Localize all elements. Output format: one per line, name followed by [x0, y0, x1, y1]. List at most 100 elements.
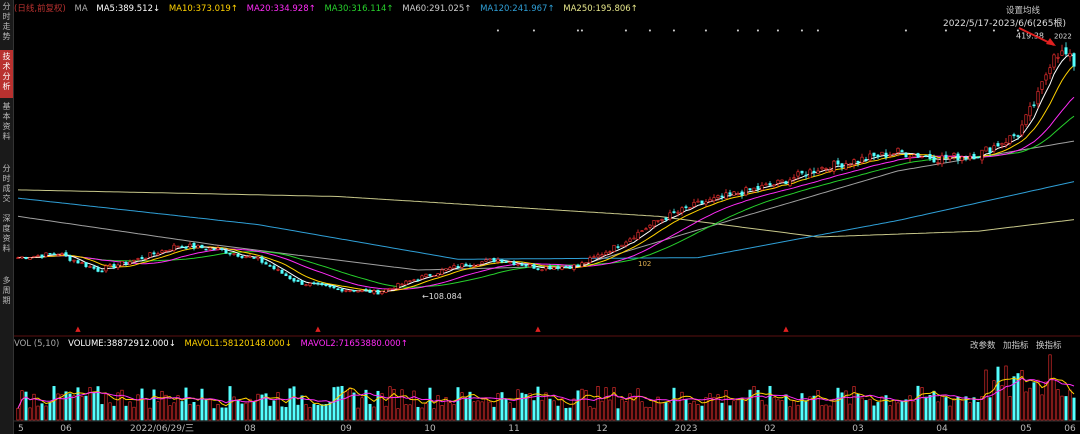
- volume-bar: [660, 402, 664, 421]
- volume-bar: [116, 392, 120, 421]
- candle-body: [288, 275, 292, 280]
- candle-body: [952, 152, 956, 156]
- volume-bar: [88, 387, 92, 421]
- ma30-line: [17, 115, 1075, 288]
- volume-bar: [1060, 395, 1064, 421]
- candle-body: [904, 153, 908, 158]
- candle-body: [140, 257, 144, 260]
- volume-bar: [832, 398, 836, 421]
- add-indicator-button[interactable]: 加指标: [1003, 341, 1029, 351]
- volume-bar: [128, 401, 132, 421]
- x-axis-label: 08: [244, 424, 256, 434]
- volume-bar: [364, 389, 368, 421]
- candle-body: [820, 167, 824, 170]
- candle-body: [56, 254, 60, 256]
- candle-body: [996, 143, 1000, 147]
- volume-bar: [920, 387, 924, 421]
- volume-bar: [208, 399, 212, 421]
- volume-bar: [432, 408, 436, 421]
- volume-bar: [416, 406, 420, 421]
- ma20-value: MA20:334.928↑: [246, 4, 316, 14]
- volume-bar: [704, 397, 708, 421]
- candle-body: [1000, 143, 1004, 146]
- volume-bar: [56, 393, 60, 421]
- candle-body: [516, 263, 520, 266]
- volume-bar: [740, 398, 744, 421]
- volume-bar: [72, 395, 76, 421]
- event-marker: •: [672, 27, 676, 35]
- candle-body: [100, 270, 104, 273]
- candle-body: [116, 264, 120, 269]
- volume-bar: [60, 394, 64, 421]
- candle-body: [200, 244, 204, 249]
- candle-body: [344, 290, 348, 292]
- sidebar-tab-3[interactable]: 分时成交: [2, 164, 11, 203]
- candle-body: [76, 260, 80, 264]
- candle-body: [724, 192, 728, 199]
- event-marker: •: [580, 27, 584, 35]
- sidebar-tab-1[interactable]: 技术分析: [0, 50, 13, 98]
- candle-body: [20, 256, 24, 259]
- sidebar-tab-0[interactable]: 分时走势: [2, 2, 11, 41]
- volume-bar: [840, 392, 844, 421]
- candle-body: [784, 181, 788, 185]
- candle-body: [416, 279, 420, 282]
- candle-body: [408, 280, 412, 283]
- volume-legend: VOL (5,10) VOLUME:38872912.000↓ MAVOL1:5…: [14, 339, 414, 349]
- candle-body: [256, 256, 260, 260]
- candle-body: [888, 154, 892, 157]
- volume-bar: [604, 387, 608, 421]
- candle-body: [920, 156, 924, 159]
- sidebar-tab-5[interactable]: 多周期: [2, 276, 11, 305]
- volume-bar: [404, 404, 408, 421]
- candle-body: [364, 289, 368, 291]
- sidebar-tab-4[interactable]: 深度资料: [2, 214, 11, 253]
- change-params-button[interactable]: 改参数: [970, 341, 996, 351]
- candle-body: [692, 201, 696, 207]
- candle-body: [548, 265, 552, 270]
- candle-body: [156, 253, 160, 256]
- candle-body: [864, 158, 868, 161]
- volume-bar: [536, 386, 540, 421]
- volume-value: VOLUME:38872912.000↓: [68, 339, 176, 349]
- candle-body: [660, 219, 664, 221]
- volume-bar: [188, 403, 192, 421]
- volume-bar: [312, 403, 316, 421]
- adjust-mode[interactable]: (日线,前复权): [14, 4, 66, 14]
- volume-bar: [332, 387, 336, 421]
- candle-body: [992, 145, 996, 152]
- x-axis-label: 5: [18, 424, 24, 434]
- candle-body: [716, 195, 720, 199]
- candle-body: [936, 162, 940, 164]
- volume-bar: [676, 398, 680, 421]
- candle-body: [612, 244, 616, 252]
- candle-body: [664, 217, 668, 220]
- sidebar-tab-2[interactable]: 基本资料: [2, 102, 11, 141]
- volume-bar: [760, 400, 764, 421]
- candle-body: [528, 264, 532, 268]
- volume-bar: [428, 387, 432, 421]
- candle-body: [960, 156, 964, 161]
- volume-bar: [752, 385, 756, 421]
- candle-body: [828, 169, 832, 172]
- volume-bar: [864, 400, 868, 421]
- candle-body: [624, 241, 628, 246]
- candle-body: [400, 283, 404, 286]
- volume-bar: [736, 398, 740, 421]
- volume-bar: [1004, 365, 1008, 421]
- event-marker: •: [904, 27, 908, 35]
- candle-body: [324, 283, 328, 286]
- volume-bar: [156, 401, 160, 421]
- volume-bar: [468, 391, 472, 421]
- ma10-line: [17, 64, 1075, 292]
- candle-body: [24, 257, 28, 260]
- volume-bar: [32, 393, 36, 421]
- candle-body: [968, 155, 972, 160]
- switch-indicator-button[interactable]: 换指标: [1036, 341, 1062, 351]
- ma30-value: MA30:316.114↑: [324, 4, 394, 14]
- candle-body: [944, 154, 948, 159]
- volume-bar: [360, 397, 364, 421]
- candle-body: [468, 265, 472, 267]
- setting-ma-button[interactable]: 设置均线: [1005, 6, 1040, 16]
